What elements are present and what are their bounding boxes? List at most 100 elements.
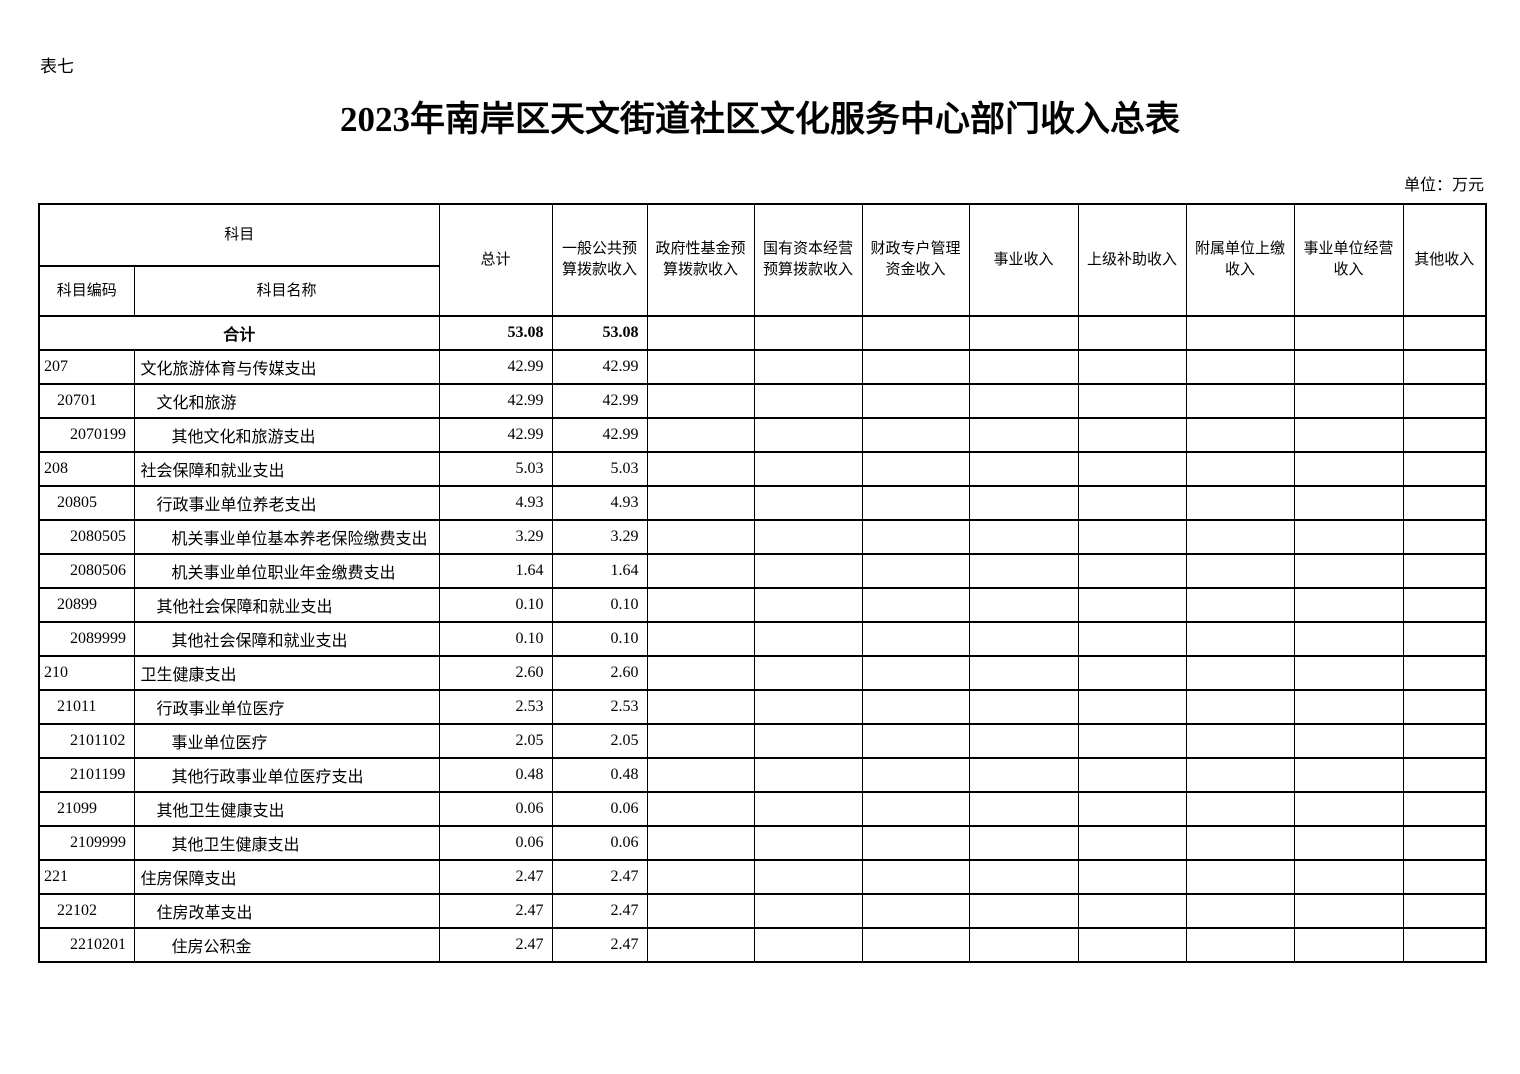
subject-name-cell: 文化和旅游 (133, 383, 440, 419)
value-cell (753, 587, 863, 623)
value-cell (753, 349, 863, 385)
value-cell (1185, 315, 1295, 351)
column-header-business-operating-income: 事业单位经营 收入 (1293, 203, 1404, 317)
value-cell: 0.10 (438, 621, 553, 657)
value-cell (1077, 519, 1187, 555)
value-cell (646, 859, 755, 895)
value-cell (753, 927, 863, 963)
table-row: 20701 文化和旅游 42.99 42.99 (38, 383, 1487, 419)
value-cell: 0.10 (551, 587, 648, 623)
value-cell (1077, 485, 1187, 521)
value-cell: 2.47 (551, 927, 648, 963)
value-cell (861, 349, 970, 385)
table-row: 2080505 机关事业单位基本养老保险缴费支出 3.29 3.29 (38, 519, 1487, 555)
value-cell (753, 655, 863, 691)
value-cell (1293, 349, 1404, 385)
value-cell (646, 927, 755, 963)
value-cell (1402, 417, 1487, 453)
subject-code-cell: 20701 (38, 383, 135, 419)
table-row: 207 文化旅游体育与传媒支出 42.99 42.99 (38, 349, 1487, 385)
value-cell (646, 689, 755, 725)
subject-code-cell: 21099 (38, 791, 135, 827)
subject-name-cell: 住房保障支出 (133, 859, 440, 895)
value-cell (646, 519, 755, 555)
value-cell: 1.64 (551, 553, 648, 589)
value-cell: 2.47 (551, 859, 648, 895)
value-cell: 2.05 (551, 723, 648, 759)
value-cell (1077, 723, 1187, 759)
value-cell (1293, 485, 1404, 521)
value-cell (1402, 519, 1487, 555)
table-row: 合计 53.08 53.08 (38, 315, 1487, 351)
value-cell (1077, 655, 1187, 691)
value-cell (968, 689, 1079, 725)
value-cell (1077, 451, 1187, 487)
subject-code-cell: 2101199 (38, 757, 135, 793)
table-row: 21011 行政事业单位医疗 2.53 2.53 (38, 689, 1487, 725)
value-cell (1185, 859, 1295, 895)
value-cell (861, 621, 970, 657)
value-cell (1293, 553, 1404, 589)
value-cell (1293, 655, 1404, 691)
table-row: 2101199 其他行政事业单位医疗支出 0.48 0.48 (38, 757, 1487, 793)
value-cell: 2.53 (438, 689, 553, 725)
value-cell: 42.99 (438, 349, 553, 385)
value-cell (1293, 451, 1404, 487)
subject-code-cell: 2089999 (38, 621, 135, 657)
table-row: 208 社会保障和就业支出 5.03 5.03 (38, 451, 1487, 487)
subject-code-cell: 2070199 (38, 417, 135, 453)
column-header-subject-name: 科目名称 (133, 265, 440, 317)
income-summary-table: 科目 总计 一般公共预 算拨款收入 政府性基金预 算拨款收入 国有资本经营 预算… (38, 203, 1488, 963)
value-cell (753, 893, 863, 929)
value-cell (1077, 893, 1187, 929)
value-cell: 3.29 (551, 519, 648, 555)
column-header-subject: 科目 (38, 203, 440, 267)
subject-code-cell: 22102 (38, 893, 135, 929)
column-header-fiscal-special-account: 财政专户管理 资金收入 (861, 203, 970, 317)
value-cell (1077, 315, 1187, 351)
value-cell (861, 723, 970, 759)
subject-name-cell: 其他卫生健康支出 (133, 791, 440, 827)
subject-code-cell: 210 (38, 655, 135, 691)
value-cell (753, 621, 863, 657)
value-cell (646, 417, 755, 453)
value-cell (646, 485, 755, 521)
value-cell (1293, 791, 1404, 827)
subject-code-cell: 2210201 (38, 927, 135, 963)
subject-code-cell: 2109999 (38, 825, 135, 861)
value-cell: 42.99 (438, 417, 553, 453)
value-cell: 42.99 (551, 349, 648, 385)
value-cell (1293, 519, 1404, 555)
value-cell (646, 553, 755, 589)
value-cell (646, 451, 755, 487)
subject-code-cell: 2080506 (38, 553, 135, 589)
value-cell (1185, 417, 1295, 453)
table-row: 2080506 机关事业单位职业年金缴费支出 1.64 1.64 (38, 553, 1487, 589)
value-cell (646, 315, 755, 351)
value-cell (646, 757, 755, 793)
value-cell (646, 383, 755, 419)
value-cell (968, 859, 1079, 895)
value-cell (1293, 859, 1404, 895)
value-cell: 0.10 (438, 587, 553, 623)
value-cell (1402, 893, 1487, 929)
column-header-subject-code: 科目编码 (38, 265, 135, 317)
value-cell: 5.03 (438, 451, 553, 487)
value-cell (861, 757, 970, 793)
value-cell (753, 315, 863, 351)
value-cell (861, 689, 970, 725)
value-cell (861, 859, 970, 895)
value-cell (1077, 621, 1187, 657)
value-cell: 5.03 (551, 451, 648, 487)
subject-code-cell: 208 (38, 451, 135, 487)
value-cell (1077, 791, 1187, 827)
value-cell (968, 553, 1079, 589)
value-cell (1077, 757, 1187, 793)
value-cell (646, 791, 755, 827)
value-cell (968, 519, 1079, 555)
value-cell (646, 825, 755, 861)
value-cell (1185, 383, 1295, 419)
value-cell (1293, 893, 1404, 929)
value-cell (968, 757, 1079, 793)
value-cell (861, 927, 970, 963)
